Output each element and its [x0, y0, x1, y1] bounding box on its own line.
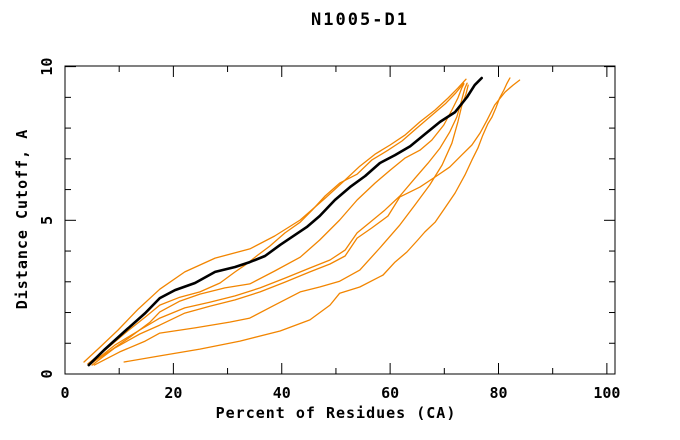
model-curve-3 [89, 83, 465, 365]
reference-curve [87, 76, 484, 367]
x-tick-label: 60 [381, 384, 399, 402]
x-tick-label: 80 [489, 384, 507, 402]
model-curve-4 [90, 82, 468, 365]
y-tick-label: 10 [38, 58, 56, 76]
x-axis-label: Percent of Residues (CA) [215, 404, 457, 422]
y-axis-label: Distance Cutoff, A [13, 128, 31, 310]
x-tick-label: 20 [164, 384, 182, 402]
x-tick-label: 40 [273, 384, 291, 402]
model-curve-6 [93, 84, 469, 366]
y-tick-label: 0 [38, 369, 56, 378]
x-tick-label: 100 [593, 384, 620, 402]
y-tick-label: 5 [38, 216, 56, 225]
model-curve-1 [83, 78, 467, 363]
model-curve-7 [123, 77, 511, 363]
model-curve-5 [91, 79, 521, 366]
model-curve-2 [87, 82, 465, 365]
chart-title: N1005-D1 [311, 10, 409, 30]
x-tick-label: 0 [60, 384, 69, 402]
